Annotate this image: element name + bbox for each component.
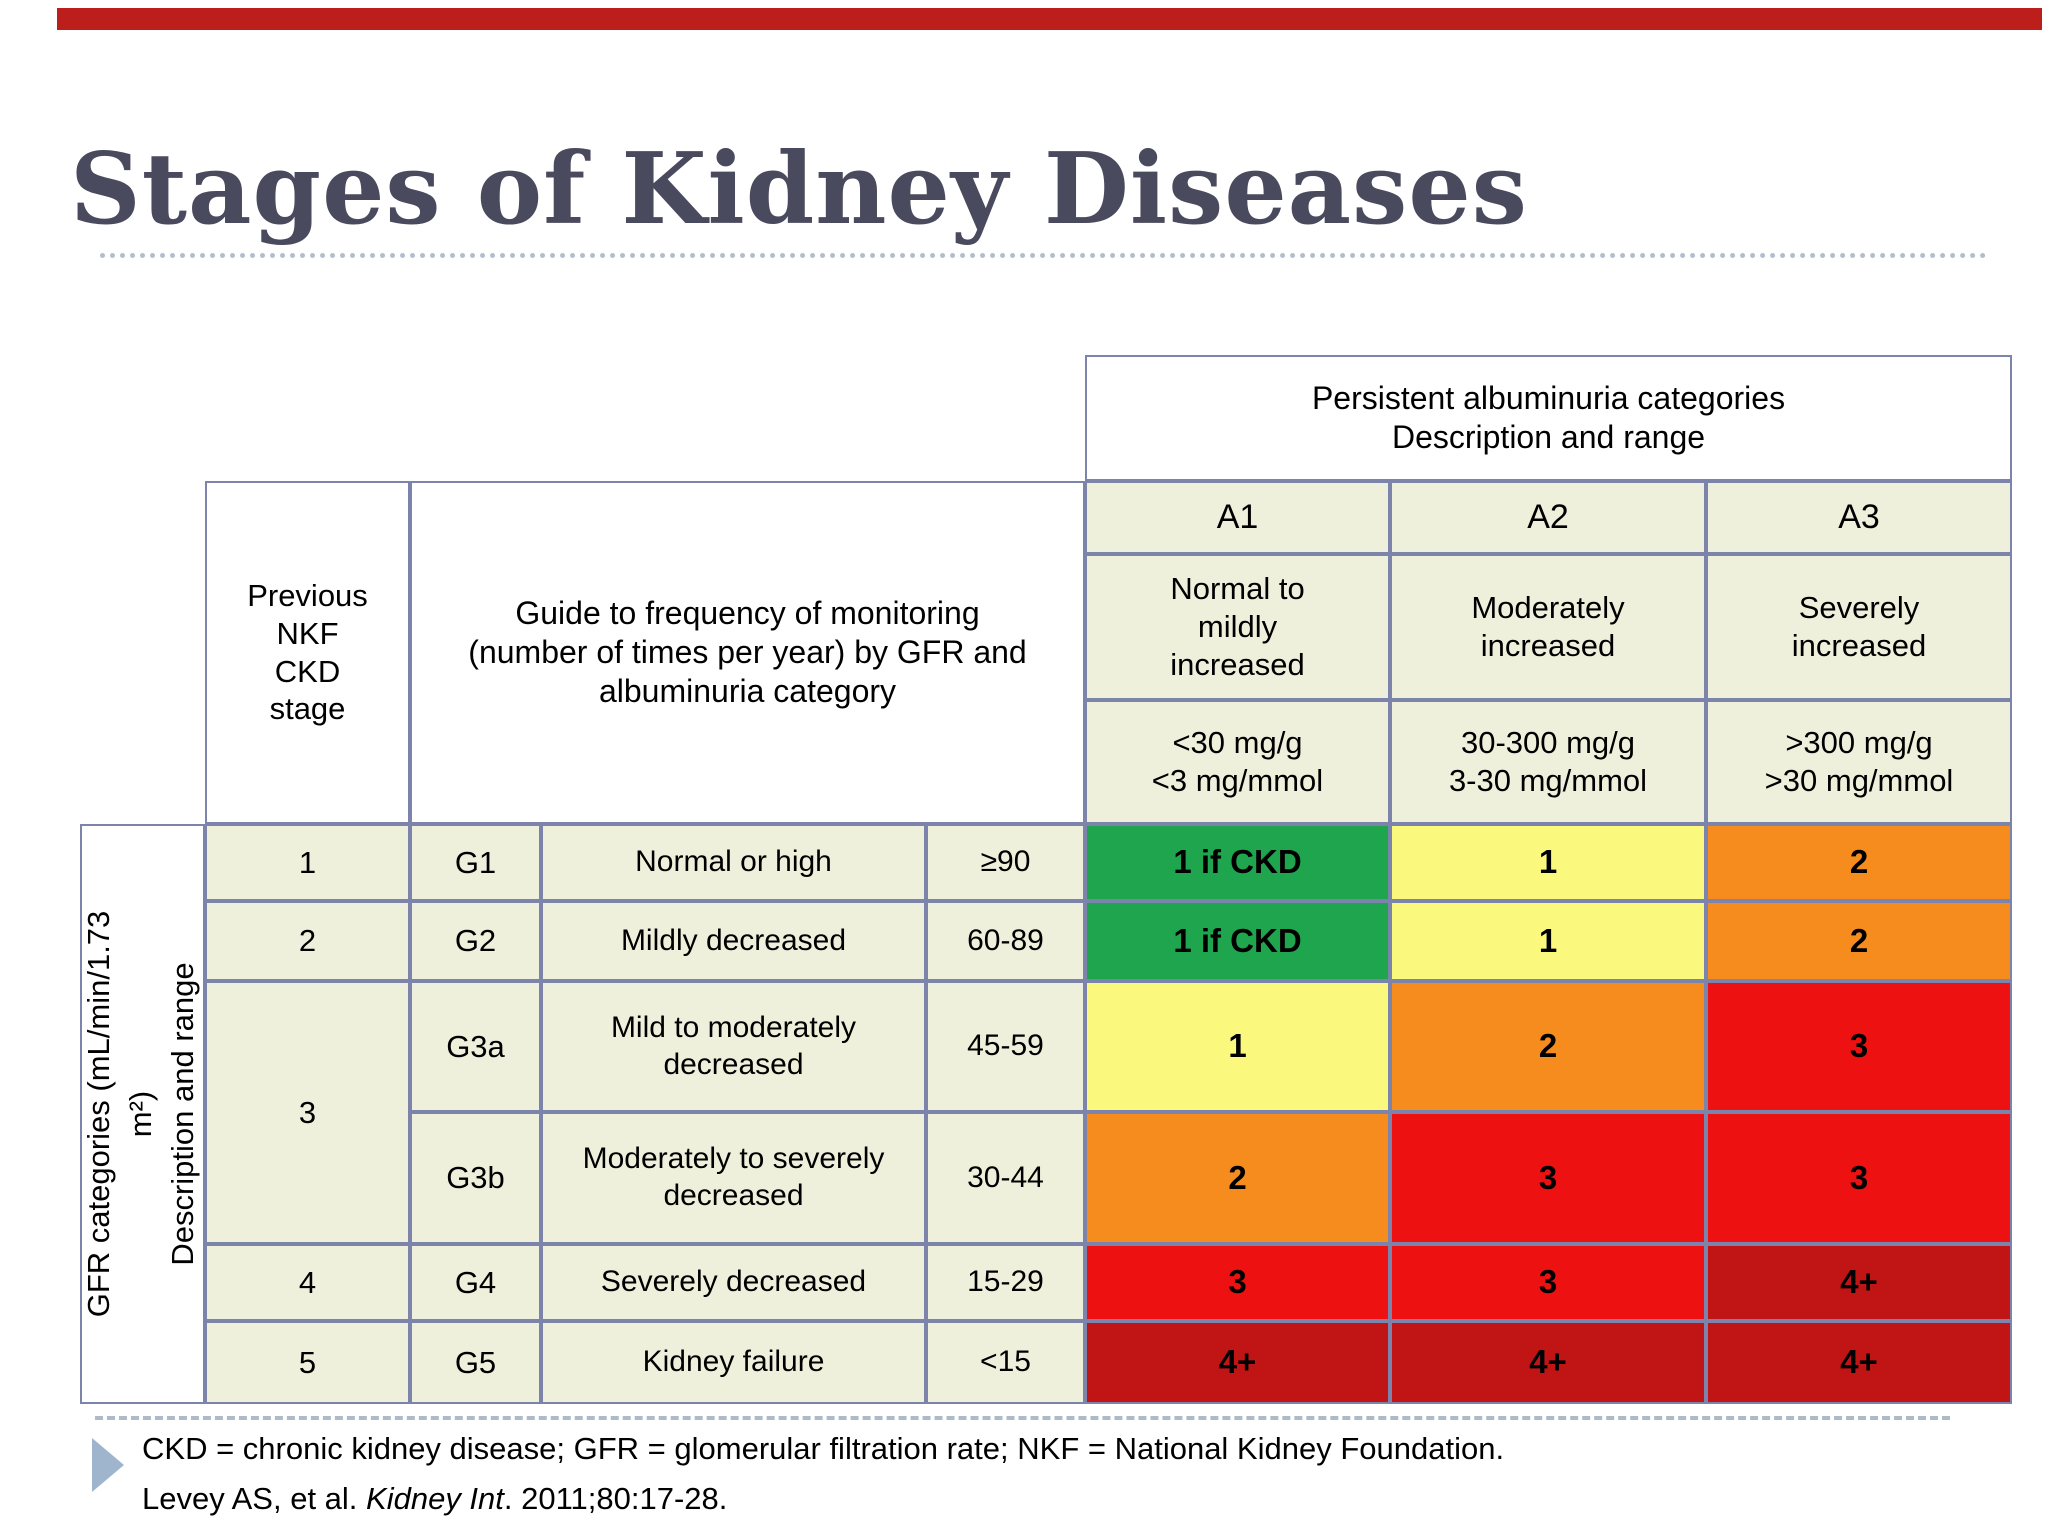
citation-journal: Kidney Int	[366, 1481, 504, 1516]
gfr-axis-label: GFR categories (mL/min/1.73 m²)	[81, 910, 158, 1318]
albuminuria-header-line1: Persistent albuminuria categories	[1311, 379, 1786, 416]
category-range-a2: 30-300 mg/g 3-30 mg/mmol	[1390, 700, 1706, 824]
gfr-desc-g3a: Mild to moderately decreased	[541, 981, 926, 1112]
risk-cell-g3b-a2: 3	[1390, 1112, 1706, 1244]
risk-cell-g4-a2: 3	[1390, 1244, 1706, 1321]
category-desc-a2-text: Moderately increased	[1471, 590, 1625, 663]
previous-nkf-stage-header-cell: Previous NKF CKD stage	[205, 481, 410, 824]
gfr-desc-g1: Normal or high	[541, 824, 926, 901]
category-range-a1-mg: <30 mg/g	[1172, 725, 1303, 761]
gfr-axis-sublabel: Description and range	[165, 962, 200, 1266]
category-code-a2: A2	[1390, 481, 1706, 554]
gfr-range-g1: ≥90	[926, 824, 1085, 901]
risk-cell-g2-a1: 1 if CKD	[1085, 901, 1390, 981]
gfr-desc-g5: Kidney failure	[541, 1321, 926, 1404]
g5-cell: G5	[410, 1321, 541, 1404]
risk-cell-g1-a1: 1 if CKD	[1085, 824, 1390, 901]
gfr-range-g4: 15-29	[926, 1244, 1085, 1321]
gfr-desc-g3b-text: Moderately to severely decreased	[582, 1142, 885, 1212]
risk-cell-g1-a3: 2	[1706, 824, 2012, 901]
albuminuria-header-line2: Description and range	[1391, 419, 1706, 455]
albuminuria-header-cell: Persistent albuminuria categories Descri…	[1085, 355, 2012, 481]
risk-cell-g5-a2: 4+	[1390, 1321, 1706, 1404]
category-desc-a1: Normal to mildly increased	[1085, 554, 1390, 700]
guide-label: Guide to frequency of monitoring (number…	[468, 594, 1027, 710]
stage-2-cell: 2	[205, 901, 410, 981]
footnote-line1: CKD = chronic kidney disease; GFR = glom…	[142, 1431, 1505, 1466]
gfr-axis-cell	[80, 824, 205, 1404]
footer-dashed-rule	[95, 1416, 1950, 1420]
gfr-range-g5: <15	[926, 1321, 1085, 1404]
risk-cell-g3b-a3: 3	[1706, 1112, 2012, 1244]
risk-cell-g3a-a3: 3	[1706, 981, 2012, 1112]
gfr-range-g2: 60-89	[926, 901, 1085, 981]
category-range-a2-mmol: 3-30 mg/mmol	[1448, 763, 1648, 798]
category-range-a1: <30 mg/g <3 mg/mmol	[1085, 700, 1390, 824]
category-code-a1: A1	[1085, 481, 1390, 554]
category-desc-a2: Moderately increased	[1390, 554, 1706, 700]
category-code-a3: A3	[1706, 481, 2012, 554]
category-range-a3: >300 mg/g >30 mg/mmol	[1706, 700, 2012, 824]
citation-post: . 2011;80:17-28.	[503, 1481, 728, 1516]
citation-pre: Levey AS, et al.	[142, 1481, 367, 1516]
category-range-a3-mg: >300 mg/g	[1785, 725, 1933, 761]
gfr-range-g3a: 45-59	[926, 981, 1085, 1112]
category-desc-a3: Severely increased	[1706, 554, 2012, 700]
previous-nkf-stage-label: Previous NKF CKD stage	[247, 577, 368, 727]
stage-5-cell: 5	[205, 1321, 410, 1404]
g2-cell: G2	[410, 901, 541, 981]
category-range-a2-mg: 30-300 mg/g	[1460, 725, 1636, 761]
risk-cell-g3b-a1: 2	[1085, 1112, 1390, 1244]
risk-cell-g5-a3: 4+	[1706, 1321, 2012, 1404]
g3b-cell: G3b	[410, 1112, 541, 1244]
category-desc-a1-text: Normal to mildly increased	[1170, 571, 1305, 682]
gfr-desc-g3a-text: Mild to moderately decreased	[610, 1010, 857, 1081]
gfr-desc-g2: Mildly decreased	[541, 901, 926, 981]
risk-cell-g3a-a1: 1	[1085, 981, 1390, 1112]
gfr-desc-g4: Severely decreased	[541, 1244, 926, 1321]
risk-cell-g4-a1: 3	[1085, 1244, 1390, 1321]
gfr-desc-g3b: Moderately to severely decreased	[541, 1112, 926, 1244]
stage-4-cell: 4	[205, 1244, 410, 1321]
g3a-cell: G3a	[410, 981, 541, 1112]
g1-cell: G1	[410, 824, 541, 901]
stage-1-cell: 1	[205, 824, 410, 901]
title-dashed-rule	[100, 253, 1987, 258]
category-range-a3-mmol: >30 mg/mmol	[1764, 763, 1954, 798]
risk-cell-g5-a1: 4+	[1085, 1321, 1390, 1404]
page-title: Stages of Kidney Diseases	[70, 132, 1528, 247]
footnote: CKD = chronic kidney disease; GFR = glom…	[142, 1424, 1742, 1524]
risk-cell-g4-a3: 4+	[1706, 1244, 2012, 1321]
risk-cell-g2-a3: 2	[1706, 901, 2012, 981]
footnote-line2: Levey AS, et al. Kidney Int. 2011;80:17-…	[142, 1474, 1742, 1524]
risk-cell-g2-a2: 1	[1390, 901, 1706, 981]
guide-header-cell: Guide to frequency of monitoring (number…	[410, 481, 1085, 824]
g4-cell: G4	[410, 1244, 541, 1321]
stage-3-cell: 3	[205, 981, 410, 1244]
gfr-range-g3b: 30-44	[926, 1112, 1085, 1244]
category-range-a1-mmol: <3 mg/mmol	[1151, 763, 1324, 798]
category-desc-a3-text: Severely increased	[1791, 590, 1927, 663]
risk-cell-g3a-a2: 2	[1390, 981, 1706, 1112]
bullet-triangle-icon	[92, 1438, 124, 1492]
accent-top-bar	[57, 8, 2042, 30]
risk-cell-g1-a2: 1	[1390, 824, 1706, 901]
